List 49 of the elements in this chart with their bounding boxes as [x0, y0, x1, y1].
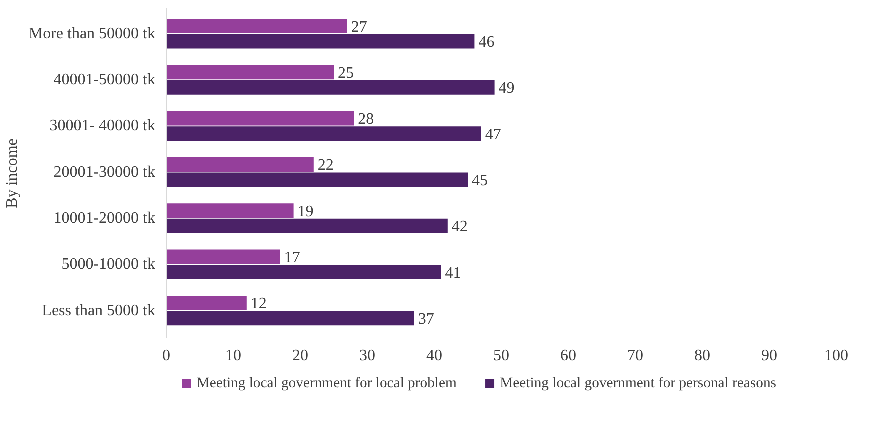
- y-tick-label: 5000-10000 tk: [62, 256, 156, 274]
- bar: [166, 111, 354, 126]
- data-label: 19: [298, 203, 314, 220]
- bar: [166, 126, 482, 142]
- bar: [166, 65, 334, 80]
- x-tick-label: 100: [824, 348, 848, 364]
- data-label: 22: [318, 157, 334, 174]
- bar: [166, 265, 442, 280]
- y-tick-label: 20001-30000 tk: [54, 164, 156, 181]
- y-tick-label: 10001-20000 tk: [54, 210, 156, 227]
- legend-label: Meeting local government for local problem: [196, 376, 458, 392]
- bar: [166, 172, 468, 188]
- data-label: 46: [478, 34, 495, 51]
- bar: [166, 218, 448, 234]
- data-label: 45: [472, 172, 488, 190]
- data-label: 28: [358, 111, 374, 128]
- y-tick-label: 40001-50000 tk: [54, 72, 156, 89]
- bar: [166, 19, 348, 34]
- y-tick-label: Less than 5000 tk: [42, 302, 156, 320]
- x-tick-label: 60: [560, 348, 576, 364]
- data-label: 17: [284, 250, 300, 267]
- y-tick-label: 30001- 40000 tk: [50, 118, 156, 135]
- data-label: 47: [485, 126, 502, 144]
- data-label: 25: [338, 64, 354, 82]
- data-label: 42: [452, 218, 468, 236]
- x-tick-label: 70: [628, 348, 644, 364]
- bar: [166, 204, 294, 218]
- bar: [166, 296, 247, 310]
- data-label: 49: [498, 80, 515, 98]
- data-label: 27: [351, 18, 368, 36]
- x-tick-label: 0: [162, 348, 170, 364]
- data-label: 37: [418, 310, 434, 328]
- bar: [166, 80, 495, 95]
- x-tick-label: 80: [694, 348, 710, 364]
- x-tick-label: 20: [292, 348, 308, 364]
- x-tick-label: 30: [360, 348, 376, 364]
- legend-label: Meeting local government for personal reasons: [500, 376, 777, 392]
- bar: [166, 34, 475, 49]
- data-label: 12: [250, 296, 267, 313]
- y-axis-title: By income: [4, 138, 21, 208]
- y-tick-label: More than 50000 tk: [28, 25, 156, 42]
- bar: [166, 250, 280, 264]
- x-tick-label: 40: [426, 348, 442, 364]
- x-tick-label: 90: [762, 348, 778, 364]
- bar: [166, 157, 314, 172]
- x-tick-label: 10: [226, 348, 242, 364]
- bar: [166, 311, 414, 326]
- data-label: 41: [445, 264, 462, 282]
- x-tick-label: 50: [494, 348, 510, 364]
